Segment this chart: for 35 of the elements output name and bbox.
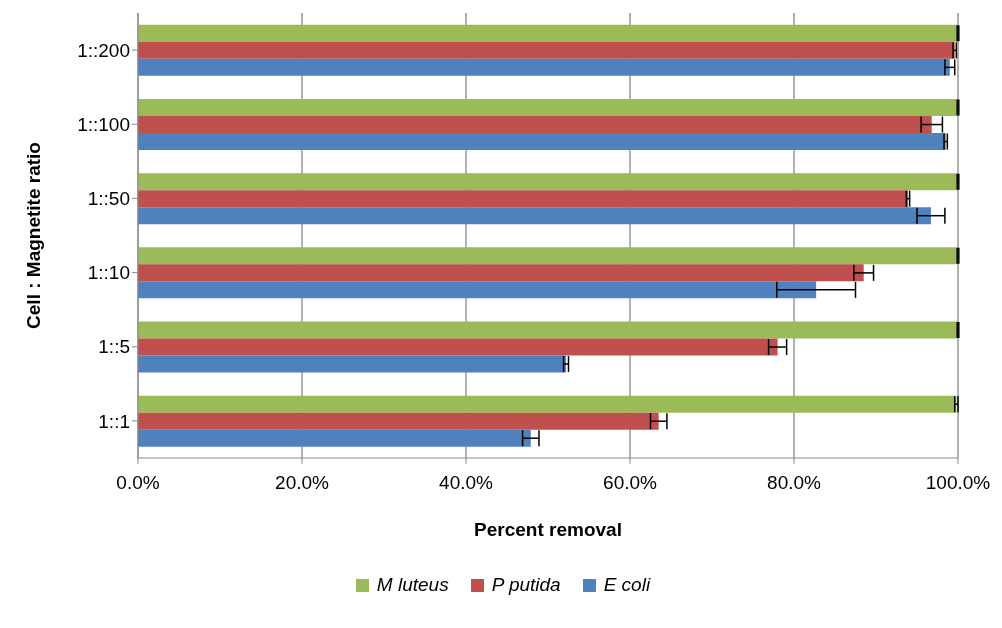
bar (138, 207, 931, 225)
bar (138, 338, 778, 356)
bar (138, 412, 659, 430)
bar (138, 429, 531, 447)
y-tick-label: 1::100 (77, 114, 130, 135)
bar (138, 395, 957, 413)
x-tick-label: 100.0% (925, 472, 991, 494)
y-tick-label: 1::1 (98, 410, 130, 432)
x-axis-title: Percent removal (474, 519, 622, 540)
bar (138, 24, 958, 42)
x-tick-label: 60.0% (603, 472, 658, 494)
x-tick-label: 20.0% (275, 472, 330, 494)
x-tick-label: 0.0% (116, 472, 160, 494)
legend-label: M luteus (376, 574, 449, 596)
bar (138, 264, 864, 282)
bar (138, 247, 958, 265)
bar (138, 355, 567, 373)
bar (138, 190, 908, 208)
bar (138, 133, 946, 151)
y-tick-label: 1::50 (87, 188, 130, 210)
x-tick-label: 80.0% (767, 472, 822, 494)
y-tick-label: 1::200 (77, 39, 130, 61)
legend-label: E coli (603, 574, 651, 596)
bar (138, 321, 958, 339)
x-tick-label: 40.0% (439, 472, 494, 494)
bar (138, 41, 955, 59)
y-tick-label: 1::10 (87, 262, 130, 284)
bar (138, 58, 950, 76)
bar (138, 281, 817, 299)
y-axis-title: Cell : Magnetite ratio (22, 142, 44, 329)
legend-label: P putida (491, 574, 561, 596)
bar (138, 173, 958, 191)
bar (138, 116, 932, 134)
y-tick-label: 1::5 (98, 336, 130, 358)
bar (138, 99, 958, 117)
